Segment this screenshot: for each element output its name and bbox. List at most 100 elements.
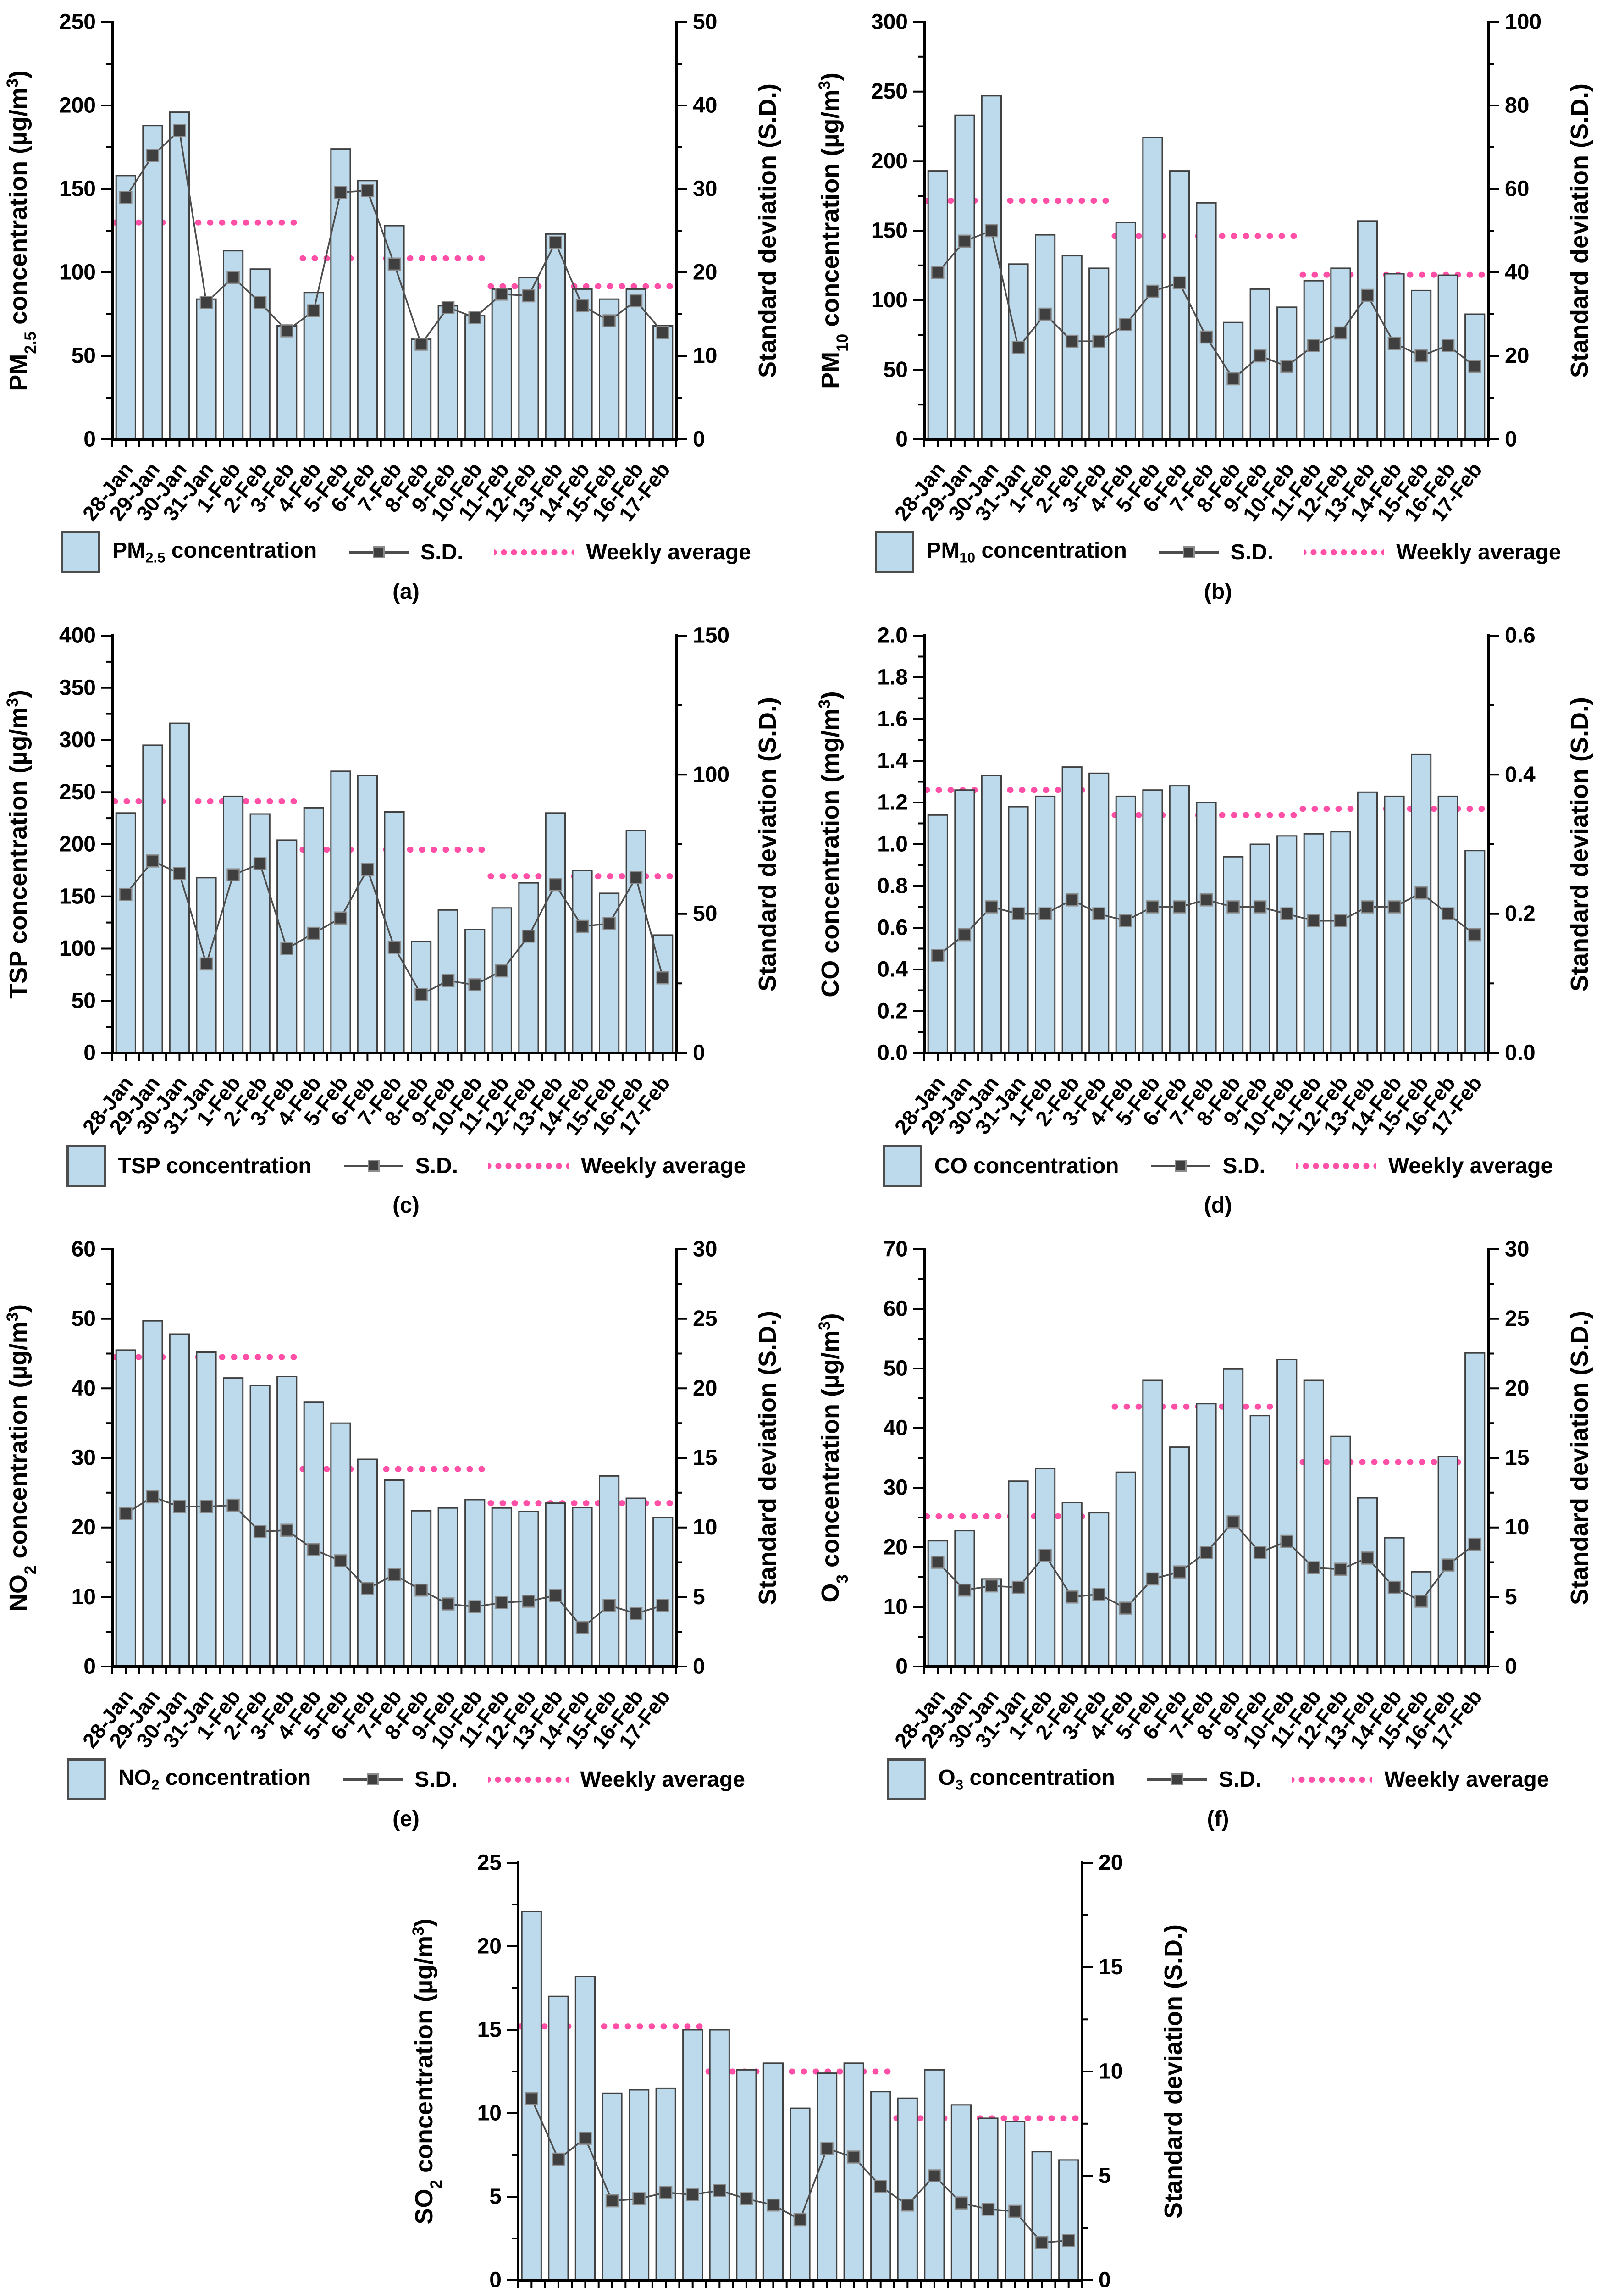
y-tick-label-right: 60: [1505, 177, 1529, 201]
sd-marker: [1334, 914, 1348, 928]
y-axis-title-left: NO2 concentration (µg/m3): [4, 1304, 39, 1612]
sd-marker: [931, 1556, 945, 1569]
sd-marker: [441, 301, 455, 314]
bar: [1464, 1352, 1486, 1667]
y-tick-label-left: 150: [59, 177, 96, 201]
chart-svg: 010203040506005101520253028-Jan29-Jan30-…: [4, 1237, 782, 1753]
bar: [249, 813, 271, 1054]
y-axis-title-left: TSP concentration (µg/m3): [4, 690, 33, 999]
sd-marker: [1146, 1572, 1160, 1586]
bar: [762, 2062, 784, 2281]
sd-marker: [146, 1490, 160, 1504]
sd-marker-swatch: [367, 1773, 379, 1785]
legend: PM10 concentration S.D. Weekly average: [812, 525, 1624, 579]
y-tick-label-right: 0.4: [1505, 763, 1536, 787]
sd-marker: [659, 2186, 673, 2199]
legend-weekly-sample: [493, 548, 574, 556]
sd-marker: [199, 296, 213, 309]
sd-marker: [1199, 893, 1213, 907]
y-tick-label-right: 30: [1505, 1237, 1529, 1262]
bar: [1464, 850, 1486, 1054]
bar: [954, 789, 975, 1054]
y-tick-label-left: 60: [72, 1237, 96, 1262]
bar: [1115, 1471, 1136, 1667]
y-tick-label-right: 5: [693, 1585, 705, 1609]
sd-line-segment: [1187, 1164, 1211, 1167]
y-tick-label-right: 20: [693, 260, 717, 285]
bar: [1142, 1379, 1163, 1667]
y-tick-label-left: 200: [871, 149, 908, 173]
bar: [411, 338, 432, 440]
bar: [357, 1458, 378, 1667]
bar: [978, 2117, 999, 2281]
y-tick-label-left: 100: [59, 260, 96, 285]
chart-panel-g: 05101520250510152028-Jan29-Jan30-Jan31-J…: [406, 1841, 1218, 2293]
y-tick-label-left: 60: [884, 1297, 908, 1321]
y-axis-title-right: Standard deviation (S.D.): [1566, 83, 1593, 378]
bar: [790, 2107, 811, 2281]
chart-svg: 01020304050607005101520253028-Jan29-Jan3…: [816, 1237, 1594, 1753]
sd-marker: [1414, 1595, 1428, 1608]
bar: [574, 1976, 596, 2281]
y-tick-label-left: 200: [59, 832, 96, 857]
sd-marker: [119, 1507, 133, 1520]
sd-marker: [280, 1523, 293, 1537]
sd-line-segment: [1194, 551, 1219, 554]
sd-marker: [629, 294, 643, 308]
y-tick-label-left: 20: [884, 1535, 908, 1560]
sd-marker: [387, 1568, 401, 1582]
sd-marker: [173, 1500, 186, 1513]
bar: [491, 1507, 512, 1667]
y-tick-label-right: 15: [1505, 1446, 1529, 1470]
legend-weekly-sample: [1292, 1776, 1373, 1783]
y-tick-label-right: 100: [1505, 10, 1541, 34]
bar: [1357, 1497, 1378, 1667]
legend-weekly-label: Weekly average: [1396, 540, 1561, 565]
y-tick-label-right: 0: [1505, 427, 1517, 452]
y-tick-label-left: 50: [72, 344, 96, 368]
bars-group: [115, 1320, 674, 1667]
y-tick-label-left: 100: [59, 936, 96, 961]
sd-marker: [387, 941, 401, 954]
sd-marker: [307, 926, 320, 940]
sd-marker: [387, 257, 401, 271]
sd-marker: [1146, 284, 1160, 298]
sd-marker: [334, 186, 348, 199]
sd-marker: [579, 2132, 592, 2145]
bar: [249, 268, 271, 440]
legend-weekly-label: Weekly average: [580, 1767, 745, 1792]
sd-marker: [1414, 349, 1428, 363]
sd-marker: [1334, 326, 1348, 340]
y-axis-title-left: O3 concentration (µg/m3): [816, 1313, 851, 1602]
sd-marker: [985, 1579, 998, 1593]
sd-marker: [981, 2203, 995, 2216]
legend: NO2 concentration S.D. Weekly average: [0, 1752, 812, 1806]
bar: [142, 744, 163, 1054]
sd-marker: [575, 299, 589, 313]
panel-letter: (c): [392, 1193, 420, 1218]
y-tick-label-left: 50: [884, 358, 908, 382]
sd-marker: [1173, 900, 1186, 914]
legend-sd-label: S.D.: [414, 1767, 458, 1792]
bar: [1196, 202, 1217, 440]
sd-marker: [602, 1599, 616, 1612]
y-tick-label-left: 2.0: [877, 624, 908, 648]
y-tick-label-left: 5: [489, 2185, 502, 2209]
sd-marker: [495, 288, 508, 301]
chart-panel-b: 0 50 100 150 200 250 300 0 20 40 60 80 100 28-Jan 29-J…: [812, 0, 1624, 614]
sd-line-segment: [343, 1778, 367, 1781]
bar: [1196, 802, 1217, 1054]
sd-marker: [1414, 886, 1428, 900]
sd-marker: [522, 1595, 536, 1608]
chart-panel-f: 0 10 20 30 40 50 60 70 0 5 10 15 20 25 30 28-Jan 29-Jan 3…: [812, 1227, 1624, 1841]
sd-markers: [931, 886, 1481, 962]
bar: [464, 315, 486, 440]
y-tick-label-left: 300: [871, 10, 908, 34]
sd-marker: [1062, 2234, 1075, 2247]
legend: CO concentration S.D. Weekly average: [812, 1139, 1624, 1193]
bar: [1035, 234, 1056, 440]
y-tick-label-left: 50: [884, 1357, 908, 1381]
bar: [115, 812, 136, 1054]
legend-sd-label: S.D.: [420, 540, 464, 565]
sd-marker: [1119, 318, 1132, 332]
